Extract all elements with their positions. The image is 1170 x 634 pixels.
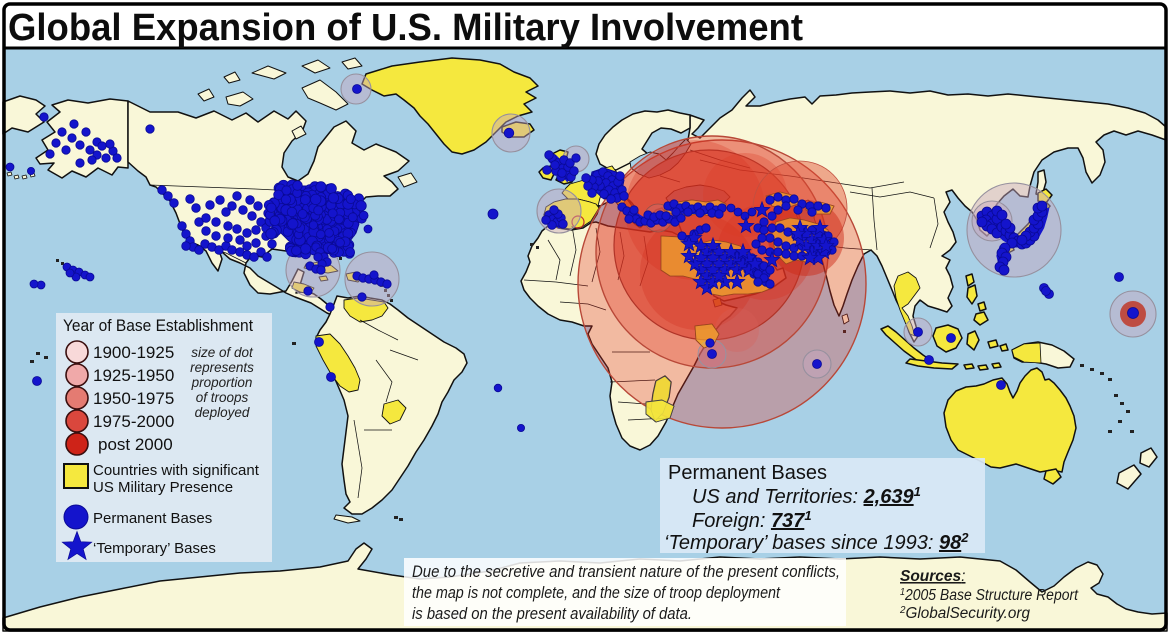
svg-text:post 2000: post 2000 — [98, 435, 173, 454]
svg-text:represents: represents — [190, 360, 254, 375]
svg-text:Year of Base Establishment: Year of Base Establishment — [63, 317, 253, 335]
svg-text:Due to the secretive and trans: Due to the secretive and transient natur… — [412, 562, 840, 581]
svg-text:Foreign: 7371: Foreign: 7371 — [692, 508, 812, 533]
svg-text:1925-1950: 1925-1950 — [93, 366, 174, 385]
svg-text:‘Temporary’ bases since 1993:: ‘Temporary’ bases since 1993: 982 — [664, 530, 969, 555]
svg-text:US and Territories: 2,6391: US and Territories: 2,6391 — [692, 484, 921, 509]
svg-text:‘Temporary’ Bases: ‘Temporary’ Bases — [93, 540, 216, 557]
svg-text:Permanent Bases: Permanent Bases — [668, 462, 827, 484]
svg-text:Permanent Bases: Permanent Bases — [93, 510, 212, 527]
svg-text:2GlobalSecurity.org: 2GlobalSecurity.org — [899, 605, 1030, 623]
svg-text:Countries with significant: Countries with significant — [93, 462, 260, 479]
svg-text:1975-2000: 1975-2000 — [93, 412, 174, 431]
svg-text:1950-1975: 1950-1975 — [93, 389, 174, 408]
svg-text:Global Expansion of U.S. Milit: Global Expansion of U.S. Military Involv… — [8, 7, 803, 49]
svg-text:deployed: deployed — [195, 405, 250, 420]
svg-text:12005 Base Structure Report: 12005 Base Structure Report — [900, 587, 1079, 605]
svg-text:is based on the present availa: is based on the present availability of … — [412, 604, 692, 623]
svg-text:Sources:: Sources: — [900, 568, 965, 585]
svg-text:1900-1925: 1900-1925 — [93, 343, 174, 362]
svg-text:size of dot: size of dot — [191, 345, 254, 360]
svg-text:the map is not complete, and t: the map is not complete, and the size of… — [412, 583, 781, 602]
svg-text:US Military Presence: US Military Presence — [93, 479, 233, 496]
svg-text:proportion: proportion — [191, 375, 253, 390]
svg-text:of troops: of troops — [196, 390, 249, 405]
